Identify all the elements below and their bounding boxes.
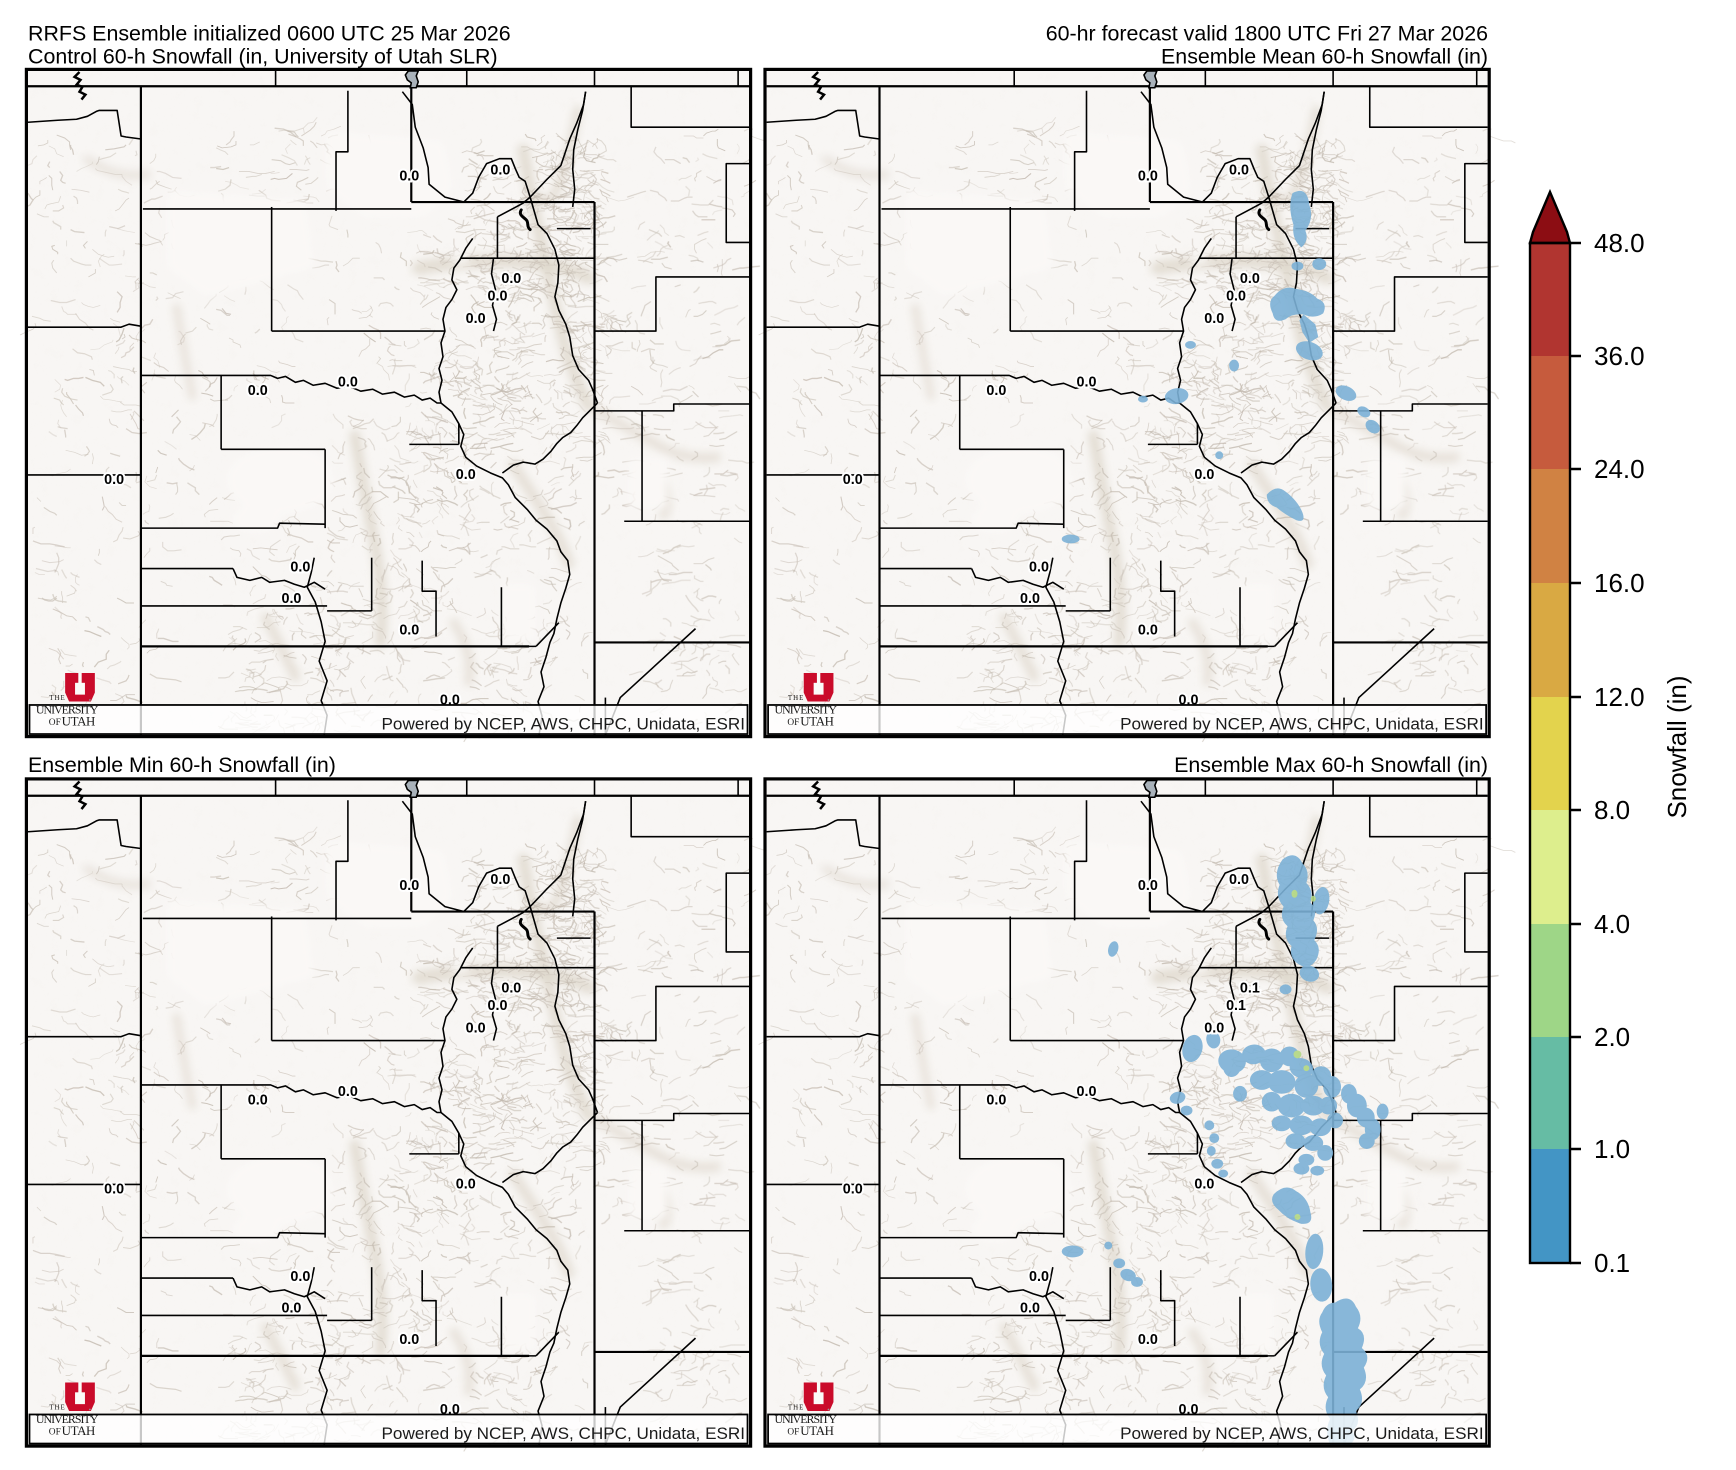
svg-text:Ensemble Min 60-h Snowfall (in: Ensemble Min 60-h Snowfall (in) [28, 753, 336, 777]
svg-text:8.0: 8.0 [1594, 795, 1630, 825]
svg-text:0.0: 0.0 [1204, 1021, 1224, 1037]
svg-text:0.0: 0.0 [843, 1181, 863, 1197]
svg-text:0.0: 0.0 [1138, 1332, 1158, 1348]
svg-text:60-hr forecast valid 1800 UTC: 60-hr forecast valid 1800 UTC Fri 27 Mar… [1046, 22, 1488, 46]
svg-text:48.0: 48.0 [1594, 228, 1645, 258]
svg-text:0.0: 0.0 [1077, 1084, 1097, 1100]
svg-text:0.1: 0.1 [1240, 980, 1260, 996]
svg-text:RRFS Ensemble initialized 0600: RRFS Ensemble initialized 0600 UTC 25 Ma… [28, 22, 511, 46]
svg-text:4.0: 4.0 [1594, 909, 1630, 939]
svg-text:0.0: 0.0 [1229, 872, 1249, 888]
svg-text:0.0: 0.0 [1020, 1301, 1040, 1317]
svg-text:Snowfall (in): Snowfall (in) [1662, 675, 1692, 818]
svg-text:Control 60-h Snowfall (in, Uni: Control 60-h Snowfall (in, University of… [28, 45, 498, 69]
svg-text:0.0: 0.0 [1138, 878, 1158, 894]
svg-text:1.0: 1.0 [1594, 1134, 1630, 1164]
svg-text:16.0: 16.0 [1594, 568, 1645, 598]
svg-text:Ensemble Max 60-h Snowfall (in: Ensemble Max 60-h Snowfall (in) [1174, 753, 1488, 777]
svg-text:0.1: 0.1 [1226, 998, 1246, 1014]
svg-text:36.0: 36.0 [1594, 341, 1645, 371]
svg-text:0.0: 0.0 [986, 1093, 1006, 1109]
svg-text:12.0: 12.0 [1594, 682, 1645, 712]
svg-text:Ensemble Mean 60-h Snowfall (i: Ensemble Mean 60-h Snowfall (in) [1161, 45, 1488, 69]
svg-text:0.0: 0.0 [1029, 1269, 1049, 1285]
svg-text:0.1: 0.1 [1594, 1248, 1630, 1278]
svg-text:24.0: 24.0 [1594, 454, 1645, 484]
svg-text:2.0: 2.0 [1594, 1022, 1630, 1052]
svg-text:0.0: 0.0 [1194, 1176, 1214, 1192]
